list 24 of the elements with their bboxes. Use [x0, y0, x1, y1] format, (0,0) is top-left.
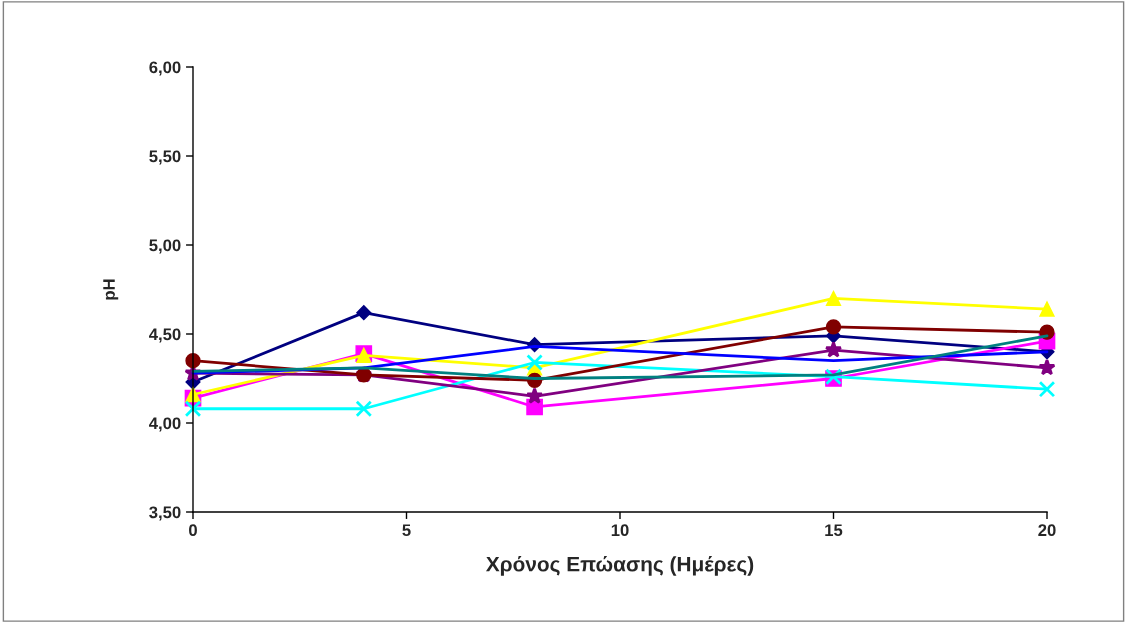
point	[184, 400, 202, 418]
point	[525, 387, 544, 404]
x-tick-label: 10	[611, 524, 629, 537]
point	[356, 305, 372, 321]
point	[825, 290, 842, 307]
point	[355, 400, 373, 418]
point	[1038, 358, 1056, 376]
point	[824, 340, 843, 358]
y-axis-title: pH	[103, 279, 119, 300]
y-tick-label: 6,00	[149, 61, 181, 76]
y-tick-label: 4,50	[149, 328, 181, 343]
x-tick-label: 5	[402, 524, 411, 537]
point	[526, 354, 543, 371]
x-axis-title: Χρόνος Επώασης (Ημέρες)	[485, 556, 754, 576]
x-tick-label: 0	[189, 524, 197, 537]
y-tick-label: 5,00	[149, 239, 181, 254]
y-tick-label: 3,50	[149, 506, 181, 521]
point	[825, 319, 842, 335]
point	[1038, 380, 1056, 398]
y-tick-label: 5,50	[149, 150, 181, 165]
y-tick-label: 4,00	[149, 417, 181, 432]
x-tick-label: 20	[1038, 524, 1056, 537]
x-tick-label: 15	[825, 524, 843, 537]
point	[1039, 301, 1055, 317]
